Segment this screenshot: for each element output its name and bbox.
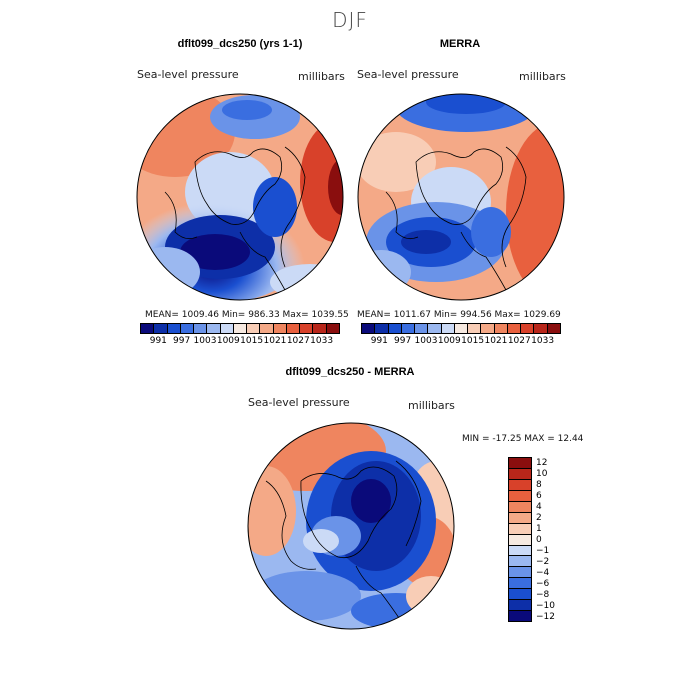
colorbar-swatch xyxy=(509,545,531,557)
colorbar-swatch xyxy=(509,534,531,546)
diff-colorbar-labels: 12 10 8 6 4 2 1 0 −1 −2 −4 −6 −8 −10 −12 xyxy=(536,457,555,622)
colorbar-tick-label: 10 xyxy=(536,468,548,479)
colorbar-swatch xyxy=(507,324,522,333)
colorbar-tick-label: −12 xyxy=(536,611,555,622)
colorbar-swatch xyxy=(509,468,531,480)
colorbar-tick-label: −1 xyxy=(536,545,550,556)
colorbar-tick-label: −10 xyxy=(536,600,555,611)
colorbar-swatch xyxy=(362,324,376,333)
colorbar-swatch xyxy=(494,324,508,333)
colorbar-tick-label: 1021 xyxy=(263,336,287,346)
colorbar-tick-label: 8 xyxy=(536,479,542,490)
colorbar-swatch xyxy=(509,600,531,612)
panel1-stats: MEAN= 1009.46 Min= 986.33 Max= 1039.55 xyxy=(145,310,349,320)
colorbar-tick-label: 1027 xyxy=(507,336,531,346)
colorbar-tick-label: 1003 xyxy=(193,336,217,346)
colorbar-tick-label: 991 xyxy=(149,336,167,346)
colorbar-swatch xyxy=(233,324,248,333)
colorbar-swatch xyxy=(194,324,208,333)
colorbar-swatch xyxy=(509,458,531,469)
colorbar-tick-label: 1033 xyxy=(310,336,334,346)
colorbar-tick-label: 1 xyxy=(536,523,542,534)
panel2-units-label: millibars xyxy=(519,70,566,83)
panel3-stats: MIN = -17.25 MAX = 12.44 xyxy=(462,434,584,444)
colorbar-tick-label: −4 xyxy=(536,567,550,578)
panel1-variable-label: Sea-level pressure xyxy=(137,68,239,81)
panel2-colorbar-labels: 991 997 1003 1009 1015 1021 1027 1033 xyxy=(361,336,554,346)
colorbar-tick-label: 6 xyxy=(536,490,542,501)
colorbar-tick-label: −2 xyxy=(536,556,550,567)
colorbar-tick-label: 1021 xyxy=(484,336,508,346)
colorbar-tick-label: 1015 xyxy=(240,336,264,346)
colorbar-swatch xyxy=(300,324,314,333)
panel2-colorbar xyxy=(361,323,561,334)
colorbar-swatch xyxy=(375,324,389,333)
panel3-polar-map xyxy=(247,422,455,630)
colorbar-swatch xyxy=(481,324,495,333)
colorbar-swatch xyxy=(207,324,221,333)
colorbar-swatch xyxy=(534,324,548,333)
colorbar-swatch xyxy=(441,324,455,333)
panel3-title: dflt099_dcs250 - MERRA xyxy=(285,366,415,378)
colorbar-tick-label: 991 xyxy=(370,336,388,346)
colorbar-swatch xyxy=(247,324,261,333)
colorbar-swatch xyxy=(260,324,274,333)
colorbar-swatch xyxy=(468,324,482,333)
colorbar-tick-label: 1015 xyxy=(461,336,485,346)
panel1-polar-map xyxy=(136,93,344,301)
colorbar-swatch xyxy=(286,324,301,333)
colorbar-swatch xyxy=(454,324,469,333)
colorbar-swatch xyxy=(509,578,531,590)
colorbar-tick-label: 1009 xyxy=(216,336,240,346)
panel1-units-label: millibars xyxy=(298,70,345,83)
colorbar-swatch xyxy=(521,324,535,333)
colorbar-swatch xyxy=(509,611,531,622)
colorbar-tick-label: 12 xyxy=(536,457,548,468)
colorbar-swatch xyxy=(154,324,168,333)
colorbar-tick-label: 4 xyxy=(536,501,542,512)
colorbar-tick-label: 1009 xyxy=(437,336,461,346)
colorbar-swatch xyxy=(509,501,531,513)
panel2-variable-label: Sea-level pressure xyxy=(357,68,459,81)
colorbar-swatch xyxy=(509,479,531,491)
colorbar-tick-label: 997 xyxy=(173,336,191,346)
panel1-title: dflt099_dcs250 (yrs 1-1) xyxy=(177,38,303,50)
diff-colorbar xyxy=(508,457,532,622)
colorbar-swatch xyxy=(326,324,339,333)
colorbar-swatch xyxy=(141,324,155,333)
panel1-colorbar-labels: 991 997 1003 1009 1015 1021 1027 1033 xyxy=(140,336,333,346)
colorbar-swatch xyxy=(509,523,531,535)
colorbar-tick-label: −8 xyxy=(536,589,550,600)
colorbar-swatch xyxy=(509,512,531,524)
panel3-units-label: millibars xyxy=(408,399,455,412)
colorbar-swatch xyxy=(273,324,287,333)
panel2-title: MERRA xyxy=(439,38,481,50)
colorbar-swatch xyxy=(509,556,531,568)
colorbar-swatch xyxy=(220,324,234,333)
colorbar-swatch xyxy=(509,589,531,601)
colorbar-swatch xyxy=(401,324,416,333)
colorbar-swatch xyxy=(428,324,442,333)
colorbar-tick-label: 0 xyxy=(536,534,542,545)
colorbar-tick-label: −6 xyxy=(536,578,550,589)
season-title: DJF xyxy=(332,8,368,32)
colorbar-swatch xyxy=(415,324,429,333)
colorbar-tick-label: 2 xyxy=(536,512,542,523)
panel2-polar-map xyxy=(357,93,565,301)
colorbar-swatch xyxy=(167,324,181,333)
colorbar-tick-label: 1033 xyxy=(531,336,555,346)
colorbar-tick-label: 997 xyxy=(394,336,412,346)
colorbar-swatch xyxy=(509,490,531,502)
colorbar-tick-label: 1027 xyxy=(286,336,310,346)
colorbar-tick-label: 1003 xyxy=(414,336,438,346)
colorbar-swatch xyxy=(313,324,327,333)
colorbar-swatch xyxy=(509,567,531,579)
panel2-stats: MEAN= 1011.67 Min= 994.56 Max= 1029.69 xyxy=(357,310,561,320)
colorbar-swatch xyxy=(388,324,402,333)
panel3-variable-label: Sea-level pressure xyxy=(248,396,350,409)
colorbar-swatch xyxy=(547,324,560,333)
colorbar-swatch xyxy=(180,324,195,333)
panel1-colorbar xyxy=(140,323,340,334)
